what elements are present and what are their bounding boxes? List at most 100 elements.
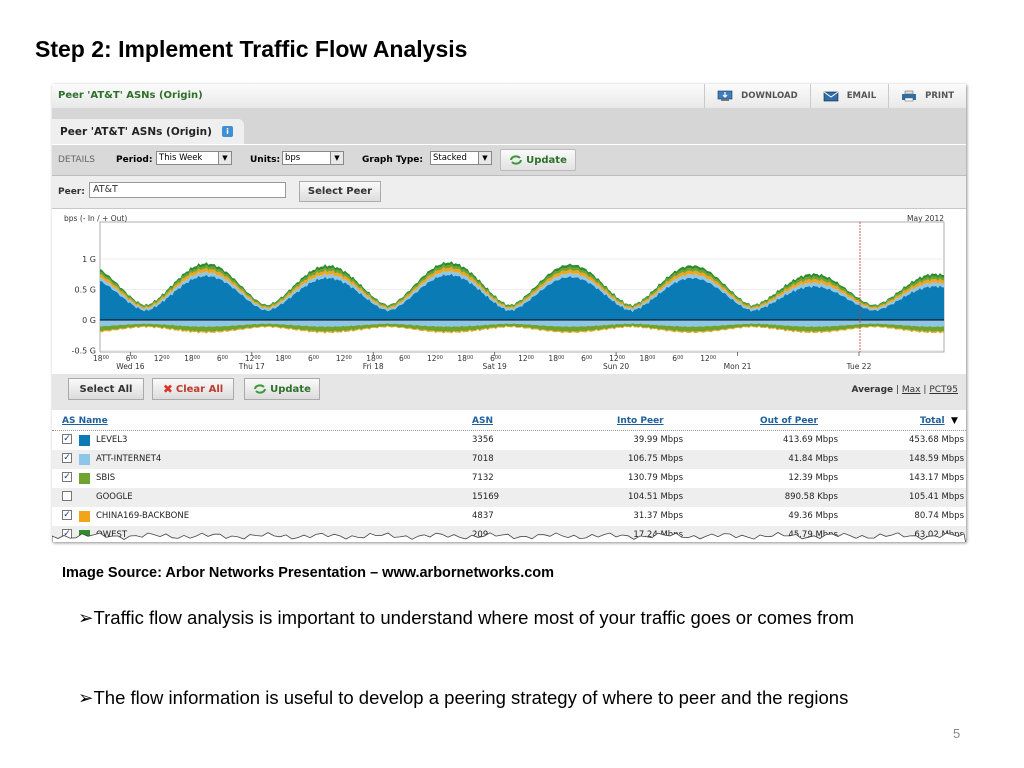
report-actions: DOWNLOAD EMAIL PRINT bbox=[704, 84, 966, 108]
x-day-label: Thu 17 bbox=[238, 362, 265, 370]
download-label: DOWNLOAD bbox=[741, 91, 798, 101]
graph-type-value: Stacked bbox=[433, 153, 467, 163]
row-checkbox[interactable]: ✓ bbox=[62, 453, 72, 463]
control-row: Select All ✖ Clear All Update Average | … bbox=[52, 374, 966, 410]
clear-all-button[interactable]: ✖ Clear All bbox=[152, 378, 234, 400]
peer-input[interactable]: AT&T bbox=[89, 182, 286, 198]
out-qwest-area bbox=[100, 261, 944, 308]
peer-bar: Peer: AT&T Select Peer bbox=[52, 176, 966, 209]
row-checkbox[interactable]: ✓ bbox=[62, 510, 72, 520]
col-asn[interactable]: ASN bbox=[472, 416, 493, 426]
x-day-label: Wed 16 bbox=[116, 362, 145, 370]
asn-cell: 4837 bbox=[472, 511, 494, 521]
x-day-label: Tue 22 bbox=[846, 362, 872, 370]
col-total[interactable]: Total bbox=[920, 416, 945, 426]
total-cell: 148.59 Mbps bbox=[909, 454, 964, 464]
x-hour-tick: 1800 bbox=[548, 354, 564, 363]
asn-cell: 3356 bbox=[472, 435, 494, 445]
traffic-graph: 1 G 0.5 G 0 G -0.5 G bps (- In / + Out) May 2… bbox=[52, 210, 966, 370]
clear-all-label: Clear All bbox=[175, 383, 224, 395]
row-checkbox[interactable]: ✓ bbox=[62, 434, 72, 444]
col-out-of-peer[interactable]: Out of Peer bbox=[760, 416, 818, 426]
as-name-cell: SBIS bbox=[96, 473, 116, 483]
x-day-label: Mon 21 bbox=[724, 362, 752, 370]
in-sbis-area bbox=[100, 323, 944, 333]
col-into-peer[interactable]: Into Peer bbox=[617, 416, 664, 426]
x-hour-tick: 600 bbox=[217, 354, 228, 363]
period-label: Period: bbox=[116, 155, 153, 165]
close-icon: ✖ bbox=[162, 382, 173, 396]
graph-type-select[interactable]: Stacked ▼ bbox=[430, 151, 492, 165]
as-name-cell: LEVEL3 bbox=[96, 435, 128, 445]
agg-max-link[interactable]: Max bbox=[901, 385, 921, 395]
details-bar: DETAILS Period: This Week ▼ Units: bps ▼… bbox=[52, 145, 966, 176]
tab-label: Peer 'AT&T' ASNs (Origin) bbox=[60, 126, 212, 138]
table-row: ✓ SBIS 7132 130.79 Mbps 12.39 Mbps 143.1… bbox=[52, 469, 966, 488]
x-hour-tick: 600 bbox=[672, 354, 683, 363]
x-hour-tick: 1200 bbox=[245, 354, 261, 363]
series-swatch bbox=[79, 511, 90, 522]
x-hour-tick: 1200 bbox=[336, 354, 352, 363]
agg-sep: | bbox=[896, 385, 900, 395]
out-of-peer-cell: 413.69 Mbps bbox=[783, 435, 838, 445]
asn-cell: 7018 bbox=[472, 454, 494, 464]
units-select[interactable]: bps ▼ bbox=[282, 151, 344, 165]
chevron-down-icon: ▼ bbox=[478, 152, 491, 164]
agg-pct95-link[interactable]: PCT95 bbox=[929, 385, 958, 395]
x-hour-tick: 600 bbox=[581, 354, 592, 363]
x-hour-tick: 1800 bbox=[275, 354, 291, 363]
into-peer-cell: 39.99 Mbps bbox=[633, 435, 683, 445]
x-hour-tick: 1200 bbox=[518, 354, 534, 363]
agg-average[interactable]: Average bbox=[851, 385, 894, 395]
as-name-cell: CHINA169-BACKBONE bbox=[96, 511, 190, 521]
x-hour-tick: 600 bbox=[490, 354, 501, 363]
row-checkbox[interactable]: ✓ bbox=[62, 472, 72, 482]
x-hour-tick: 1200 bbox=[609, 354, 625, 363]
table-row: GOOGLE 15169 104.51 Mbps 890.58 Kbps 105… bbox=[52, 488, 966, 507]
info-icon[interactable]: i bbox=[222, 126, 233, 137]
asn-cell: 7132 bbox=[472, 473, 494, 483]
x-hour-tick: 600 bbox=[126, 354, 137, 363]
out-sbis-area bbox=[100, 264, 944, 309]
tab-strip: Peer 'AT&T' ASNs (Origin) i bbox=[52, 108, 966, 144]
into-peer-cell: 104.51 Mbps bbox=[628, 492, 683, 502]
units-label: Units: bbox=[250, 155, 281, 165]
select-peer-button[interactable]: Select Peer bbox=[299, 181, 381, 202]
into-peer-cell: 31.37 Mbps bbox=[633, 511, 683, 521]
out-of-peer-cell: 45.79 Mbps bbox=[788, 530, 838, 540]
update-button-2[interactable]: Update bbox=[244, 378, 320, 400]
report-header: Peer 'AT&T' ASNs (Origin) DOWNLOAD EMAIL… bbox=[52, 84, 966, 109]
x-hour-tick: 1800 bbox=[184, 354, 200, 363]
total-cell: 105.41 Mbps bbox=[909, 492, 964, 502]
sort-desc-icon: ▼ bbox=[951, 416, 958, 426]
update-button[interactable]: Update bbox=[500, 149, 576, 171]
total-cell: 80.74 Mbps bbox=[914, 511, 964, 521]
update-label: Update bbox=[526, 154, 567, 166]
email-button[interactable]: EMAIL bbox=[809, 84, 888, 108]
date-label: May 2012 bbox=[907, 214, 944, 223]
tab-peer-asns[interactable]: Peer 'AT&T' ASNs (Origin) i bbox=[52, 119, 244, 144]
chevron-down-icon: ▼ bbox=[218, 152, 231, 164]
email-label: EMAIL bbox=[846, 91, 877, 101]
screenshot-panel: Peer 'AT&T' ASNs (Origin) DOWNLOAD EMAIL… bbox=[52, 84, 966, 542]
page-number: 5 bbox=[953, 726, 961, 741]
agg-sep: | bbox=[923, 385, 927, 395]
x-day-label: Sat 19 bbox=[483, 362, 507, 370]
col-as-name[interactable]: AS Name bbox=[62, 416, 108, 426]
in-att-area bbox=[100, 320, 944, 328]
x-hour-tick: 1800 bbox=[640, 354, 656, 363]
out-level3-area bbox=[100, 273, 944, 320]
download-button[interactable]: DOWNLOAD bbox=[704, 84, 810, 108]
period-select[interactable]: This Week ▼ bbox=[156, 151, 232, 165]
into-peer-cell: 106.75 Mbps bbox=[628, 454, 683, 464]
print-button[interactable]: PRINT bbox=[888, 84, 966, 108]
report-title: Peer 'AT&T' ASNs (Origin) bbox=[58, 90, 203, 101]
x-hour-tick: 1800 bbox=[93, 354, 109, 363]
print-icon bbox=[902, 90, 917, 102]
row-checkbox[interactable] bbox=[62, 491, 72, 501]
in-china-area bbox=[100, 325, 944, 334]
out-att-area bbox=[100, 270, 944, 312]
select-all-button[interactable]: Select All bbox=[68, 378, 144, 400]
total-cell: 453.68 Mbps bbox=[909, 435, 964, 445]
traffic-graph-svg: 1 G 0.5 G 0 G -0.5 G bps (- In / + Out) May 2… bbox=[64, 214, 945, 370]
